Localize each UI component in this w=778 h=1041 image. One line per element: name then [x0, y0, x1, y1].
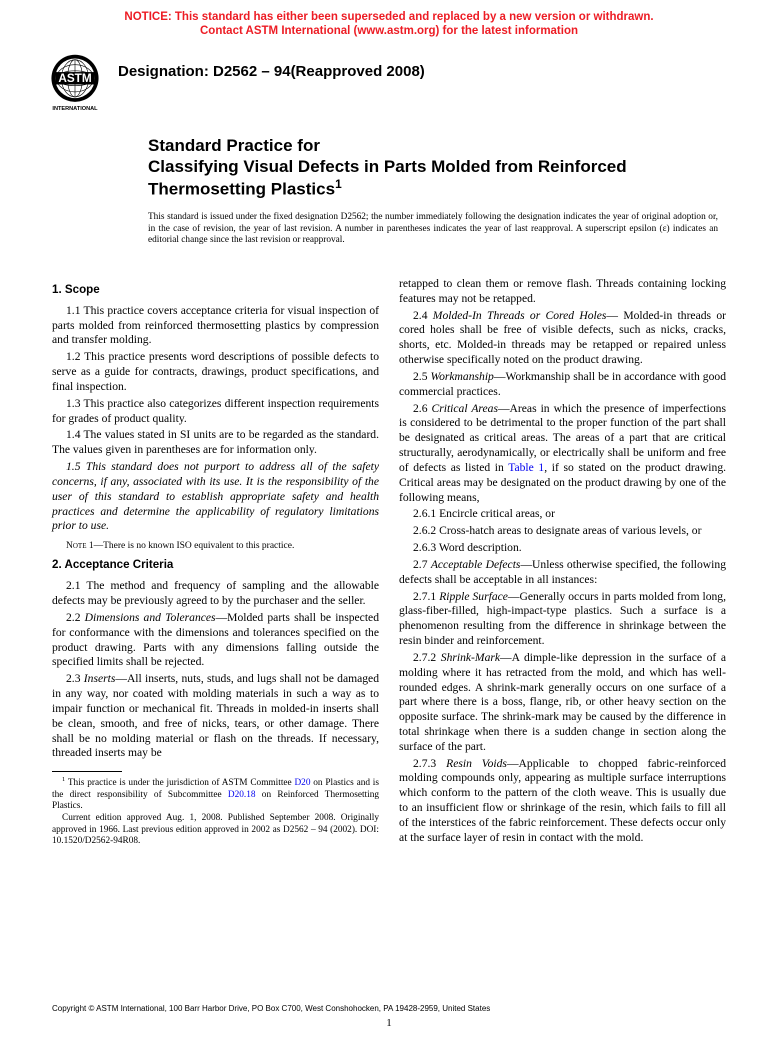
- para-1-3: 1.3 This practice also categorizes diffe…: [52, 397, 379, 427]
- para-2-3b: retapped to clean them or remove flash. …: [399, 277, 726, 307]
- term-2-7: Acceptable Defects: [431, 558, 521, 571]
- title-block: Standard Practice for Classifying Visual…: [0, 113, 778, 200]
- term-2-2: Dimensions and Tolerances: [85, 611, 216, 624]
- astm-logo: ASTM INTERNATIONAL: [44, 51, 106, 113]
- term-2-5: Workmanship: [431, 370, 494, 383]
- footnote-1: 1 This practice is under the jurisdictio…: [52, 776, 379, 813]
- footnote-2: Current edition approved Aug. 1, 2008. P…: [52, 813, 379, 848]
- column-left: 1. Scope 1.1 This practice covers accept…: [52, 277, 379, 848]
- heading-acceptance: 2. Acceptance Criteria: [52, 558, 379, 573]
- title-main: Classifying Visual Defects in Parts Mold…: [148, 156, 718, 200]
- notice-line2: Contact ASTM International (www.astm.org…: [200, 25, 578, 37]
- para-2-6-2: 2.6.2 Cross-hatch areas to designate are…: [399, 524, 726, 539]
- heading-scope: 1. Scope: [52, 283, 379, 298]
- para-2-7-2-text: —A dimple-like depression in the surface…: [399, 651, 726, 753]
- para-2-7: 2.7 Acceptable Defects—Unless otherwise …: [399, 558, 726, 588]
- designation: Designation: D2562 – 94(Reapproved 2008): [118, 51, 425, 80]
- note-1-label: Note 1—: [66, 541, 103, 551]
- note-1: Note 1—There is no known ISO equivalent …: [52, 540, 379, 552]
- issuance-note: This standard is issued under the fixed …: [0, 200, 778, 247]
- notice-line1: NOTICE: This standard has either been su…: [124, 11, 653, 23]
- para-2-2: 2.2 Dimensions and Tolerances—Molded par…: [52, 611, 379, 670]
- para-2-3: 2.3 Inserts—All inserts, nuts, studs, an…: [52, 672, 379, 761]
- term-2-6: Critical Areas: [431, 402, 497, 415]
- fn1-a: This practice is under the jurisdiction …: [65, 778, 294, 788]
- para-1-2: 1.2 This practice presents word descript…: [52, 350, 379, 394]
- term-2-7-3: Resin Voids: [446, 757, 507, 770]
- title-main-text: Classifying Visual Defects in Parts Mold…: [148, 157, 627, 199]
- para-2-5: 2.5 Workmanship—Workmanship shall be in …: [399, 370, 726, 400]
- para-2-6-3: 2.6.3 Word description.: [399, 541, 726, 556]
- para-2-7-1: 2.7.1 Ripple Surface—Generally occurs in…: [399, 590, 726, 649]
- copyright: Copyright © ASTM International, 100 Barr…: [52, 1004, 490, 1013]
- title-pre: Standard Practice for: [148, 135, 718, 156]
- para-1-4: 1.4 The values stated in SI units are to…: [52, 428, 379, 458]
- para-2-4: 2.4 Molded-In Threads or Cored Holes— Mo…: [399, 309, 726, 368]
- title-superscript: 1: [335, 177, 342, 191]
- supersession-notice: NOTICE: This standard has either been su…: [0, 0, 778, 43]
- column-right: retapped to clean them or remove flash. …: [399, 277, 726, 848]
- header-row: ASTM INTERNATIONAL Designation: D2562 – …: [0, 43, 778, 113]
- term-2-3: Inserts: [84, 672, 116, 685]
- page-number: 1: [0, 1017, 778, 1029]
- para-1-1: 1.1 This practice covers acceptance crit…: [52, 304, 379, 348]
- para-2-6-1: 2.6.1 Encircle critical areas, or: [399, 507, 726, 522]
- para-2-7-3: 2.7.3 Resin Voids—Applicable to chopped …: [399, 757, 726, 846]
- para-2-6: 2.6 Critical Areas—Areas in which the pr…: [399, 402, 726, 506]
- svg-text:ASTM: ASTM: [58, 72, 92, 85]
- fn1-link2[interactable]: D20.18: [228, 790, 256, 800]
- logo-subtext: INTERNATIONAL: [52, 106, 98, 112]
- footnote-separator: [52, 771, 122, 772]
- note-1-text: There is no known ISO equivalent to this…: [103, 541, 294, 551]
- term-2-7-1: Ripple Surface: [439, 590, 508, 603]
- fn1-link1[interactable]: D20: [294, 778, 310, 788]
- para-2-1: 2.1 The method and frequency of sampling…: [52, 579, 379, 609]
- table1-link[interactable]: Table 1: [508, 461, 544, 474]
- para-2-3-text: —All inserts, nuts, studs, and lugs shal…: [52, 672, 379, 759]
- para-2-7-2: 2.7.2 Shrink-Mark—A dimple-like depressi…: [399, 651, 726, 755]
- para-1-5: 1.5 This standard does not purport to ad…: [52, 460, 379, 534]
- term-2-4: Molded-In Threads or Cored Holes: [433, 309, 607, 322]
- body-columns: 1. Scope 1.1 This practice covers accept…: [0, 247, 778, 848]
- term-2-7-2: Shrink-Mark: [441, 651, 500, 664]
